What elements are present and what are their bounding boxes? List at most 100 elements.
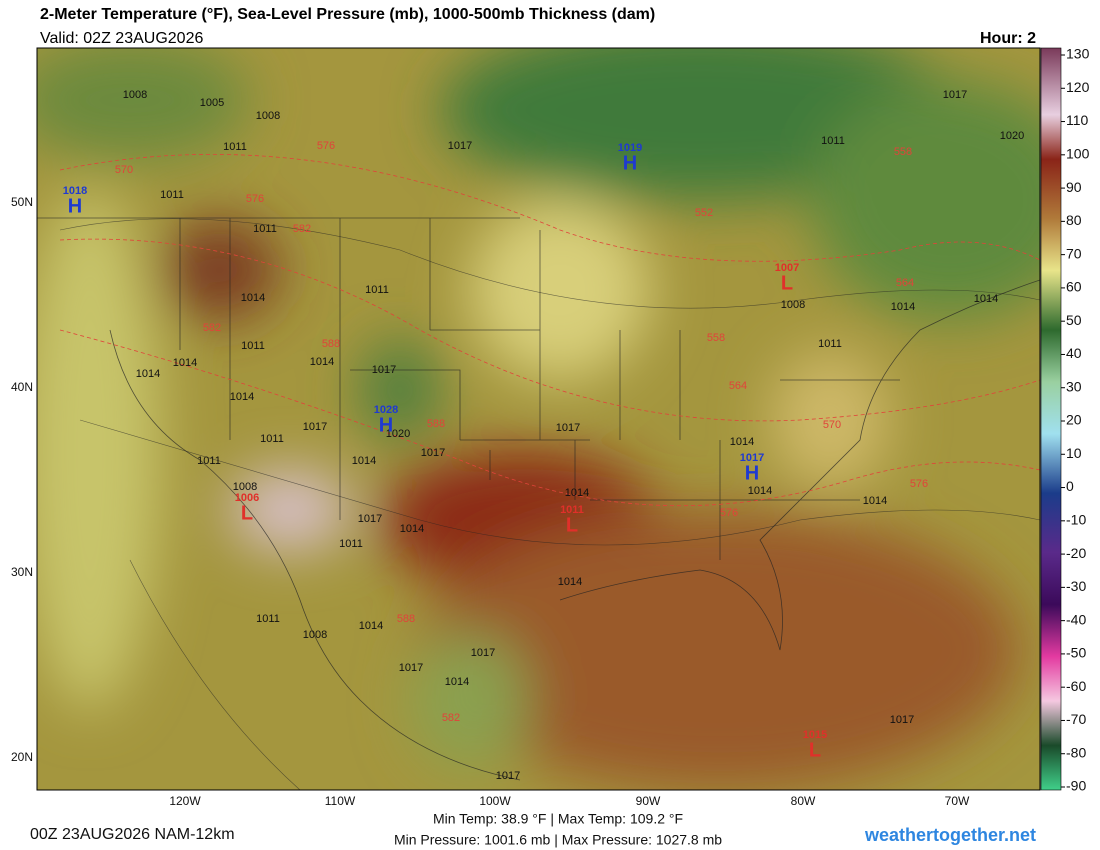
- colorbar-tick-label: -40: [1066, 611, 1086, 627]
- isobar-label: 1011: [365, 284, 389, 296]
- colorbar-tick-label: 120: [1066, 79, 1090, 95]
- colorbar-tick-label: 130: [1066, 46, 1090, 62]
- thickness-label: 576: [317, 140, 335, 152]
- thickness-label: 576: [720, 507, 738, 519]
- title: 2-Meter Temperature (°F), Sea-Level Pres…: [40, 6, 655, 23]
- latitude-label: 20N: [11, 750, 33, 764]
- isobar-label: 1020: [1000, 130, 1024, 142]
- pressure-center-value: 1018: [63, 185, 87, 197]
- colorbar-tick-label: 30: [1066, 378, 1082, 394]
- thickness-label: 582: [293, 223, 311, 235]
- isobar-label: 1014: [400, 523, 424, 535]
- latitude-label: 50N: [11, 195, 33, 209]
- colorbar-tick-label: 80: [1066, 212, 1082, 228]
- isobar-label: 1011: [818, 338, 842, 350]
- colorbar-tick-label: -20: [1066, 545, 1086, 561]
- isobar-label: 1014: [359, 620, 383, 632]
- isobar-label: 1005: [200, 97, 224, 109]
- model-run: 00Z 23AUG2026 NAM-12km: [30, 826, 235, 843]
- pressure-center-value: 1011: [560, 504, 584, 516]
- isobar-label: 1014: [891, 301, 915, 313]
- isobar-label: 1014: [558, 576, 582, 588]
- isobar-label: 1017: [471, 647, 495, 659]
- longitude-label: 120W: [169, 794, 201, 808]
- pressure-center-value: 1006: [235, 492, 259, 504]
- isobar-label: 1017: [556, 422, 580, 434]
- thickness-label: 582: [203, 322, 221, 334]
- thickness-label: 552: [695, 207, 713, 219]
- colorbar: [1040, 47, 1062, 791]
- isobar-label: 1014: [748, 485, 772, 497]
- colorbar-tick-label: 0: [1066, 478, 1074, 494]
- colorbar-tick-label: 10: [1066, 445, 1082, 461]
- pressure-center-letter: H: [379, 414, 393, 436]
- isobar-label: 1017: [303, 421, 327, 433]
- isobar-label: 1020: [386, 428, 410, 440]
- thickness-label: 588: [427, 418, 445, 430]
- pressure-center-value: 1015: [803, 729, 827, 741]
- colorbar-tick-label: -10: [1066, 512, 1086, 528]
- longitude-label: 90W: [636, 794, 661, 808]
- colorbar-tick-label: 70: [1066, 245, 1082, 261]
- isobar-label: 1017: [448, 140, 472, 152]
- thickness-label: 576: [246, 193, 264, 205]
- colorbar-tick-label: 100: [1066, 146, 1090, 162]
- pressure-center-value: 1019: [618, 142, 642, 154]
- longitude-label: 80W: [791, 794, 816, 808]
- thickness-label: 582: [442, 712, 460, 724]
- isobar-label: 1017: [421, 447, 445, 459]
- isobar-label: 1008: [233, 481, 257, 493]
- pressure-center-letter: L: [241, 502, 253, 524]
- isobar-label: 1014: [310, 356, 334, 368]
- thickness-label: 558: [894, 146, 912, 158]
- isobar-label: 1017: [372, 364, 396, 376]
- isobar-label: 1011: [241, 340, 265, 352]
- temperature-range: Min Temp: 38.9 °F | Max Temp: 109.2 °F: [433, 811, 683, 827]
- isobar-label: 1008: [256, 110, 280, 122]
- pressure-center-letter: L: [781, 272, 793, 294]
- isobar-label: 1014: [241, 292, 265, 304]
- colorbar-tick-label: 50: [1066, 312, 1082, 328]
- isobar-label: 1008: [123, 89, 147, 101]
- isobar-label: 1011: [253, 223, 277, 235]
- colorbar-tick-label: 60: [1066, 279, 1082, 295]
- colorbar-tick-label: -70: [1066, 711, 1086, 727]
- pressure-center-value: 1028: [374, 404, 398, 416]
- isobar-label: 1014: [173, 357, 197, 369]
- pressure-center-letter: L: [809, 739, 821, 761]
- latitude-label: 40N: [11, 380, 33, 394]
- isobar-label: 1017: [943, 89, 967, 101]
- map: [37, 48, 1040, 790]
- isobar-label: 1017: [496, 770, 520, 782]
- isobar-label: 1017: [358, 513, 382, 525]
- pressure-center-letter: H: [745, 462, 759, 484]
- thickness-label: 570: [115, 164, 133, 176]
- isobar-label: 1011: [256, 613, 280, 625]
- pressure-center-value: 1007: [775, 262, 799, 274]
- isobar-label: 1011: [197, 455, 221, 467]
- thickness-label: 576: [910, 478, 928, 490]
- longitude-label: 100W: [479, 794, 511, 808]
- isobar-label: 1014: [230, 391, 254, 403]
- thickness-label: 588: [397, 613, 415, 625]
- thickness-label: 588: [322, 338, 340, 350]
- isobar-label: 1014: [352, 455, 376, 467]
- forecast-hour: Hour: 2: [980, 30, 1036, 47]
- isobar-label: 1017: [890, 714, 914, 726]
- thickness-label: 564: [896, 277, 914, 289]
- site-name: weathertogether.net: [864, 825, 1036, 845]
- isobar-label: 1014: [863, 495, 887, 507]
- isobar-label: 1014: [445, 676, 469, 688]
- map-frame: [36, 47, 1041, 791]
- thickness-label: 558: [707, 332, 725, 344]
- isobar-label: 1014: [565, 487, 589, 499]
- isobar-label: 1011: [339, 538, 363, 550]
- colorbar-tick-label: -60: [1066, 678, 1086, 694]
- colorbar-tick-label: 40: [1066, 345, 1082, 361]
- isobar-label: 1011: [223, 141, 247, 153]
- longitude-label: 110W: [325, 794, 356, 808]
- colorbar-tick-label: -90: [1066, 778, 1086, 794]
- pressure-center-letter: H: [68, 195, 82, 217]
- colorbar-tick-label: 110: [1066, 112, 1089, 128]
